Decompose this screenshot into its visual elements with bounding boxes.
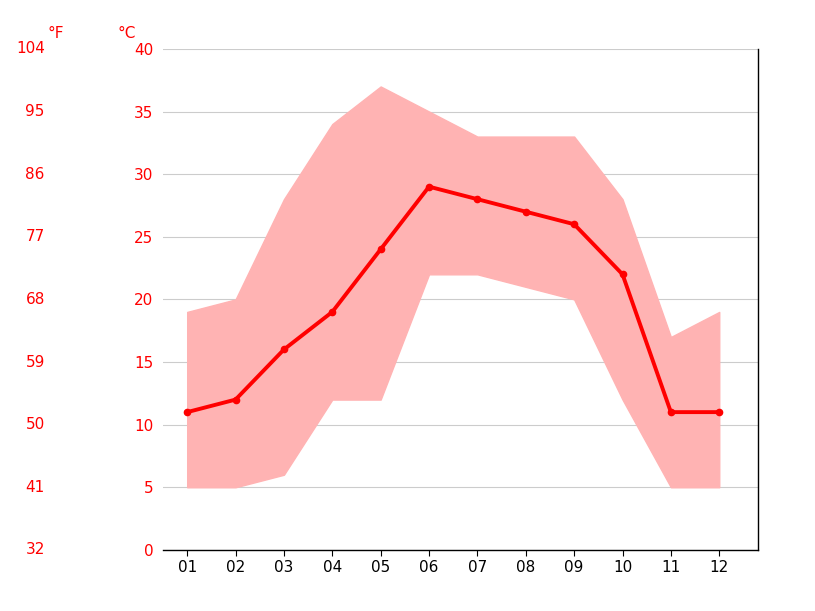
Text: 32: 32 xyxy=(25,543,45,557)
Text: 104: 104 xyxy=(16,42,45,56)
Text: 77: 77 xyxy=(25,229,45,244)
Text: 86: 86 xyxy=(25,167,45,181)
Text: 50: 50 xyxy=(25,417,45,432)
Text: 95: 95 xyxy=(25,104,45,119)
Text: 59: 59 xyxy=(25,354,45,370)
Text: 41: 41 xyxy=(25,480,45,495)
Text: 68: 68 xyxy=(25,292,45,307)
Text: °C: °C xyxy=(117,26,135,41)
Text: °F: °F xyxy=(47,26,64,41)
